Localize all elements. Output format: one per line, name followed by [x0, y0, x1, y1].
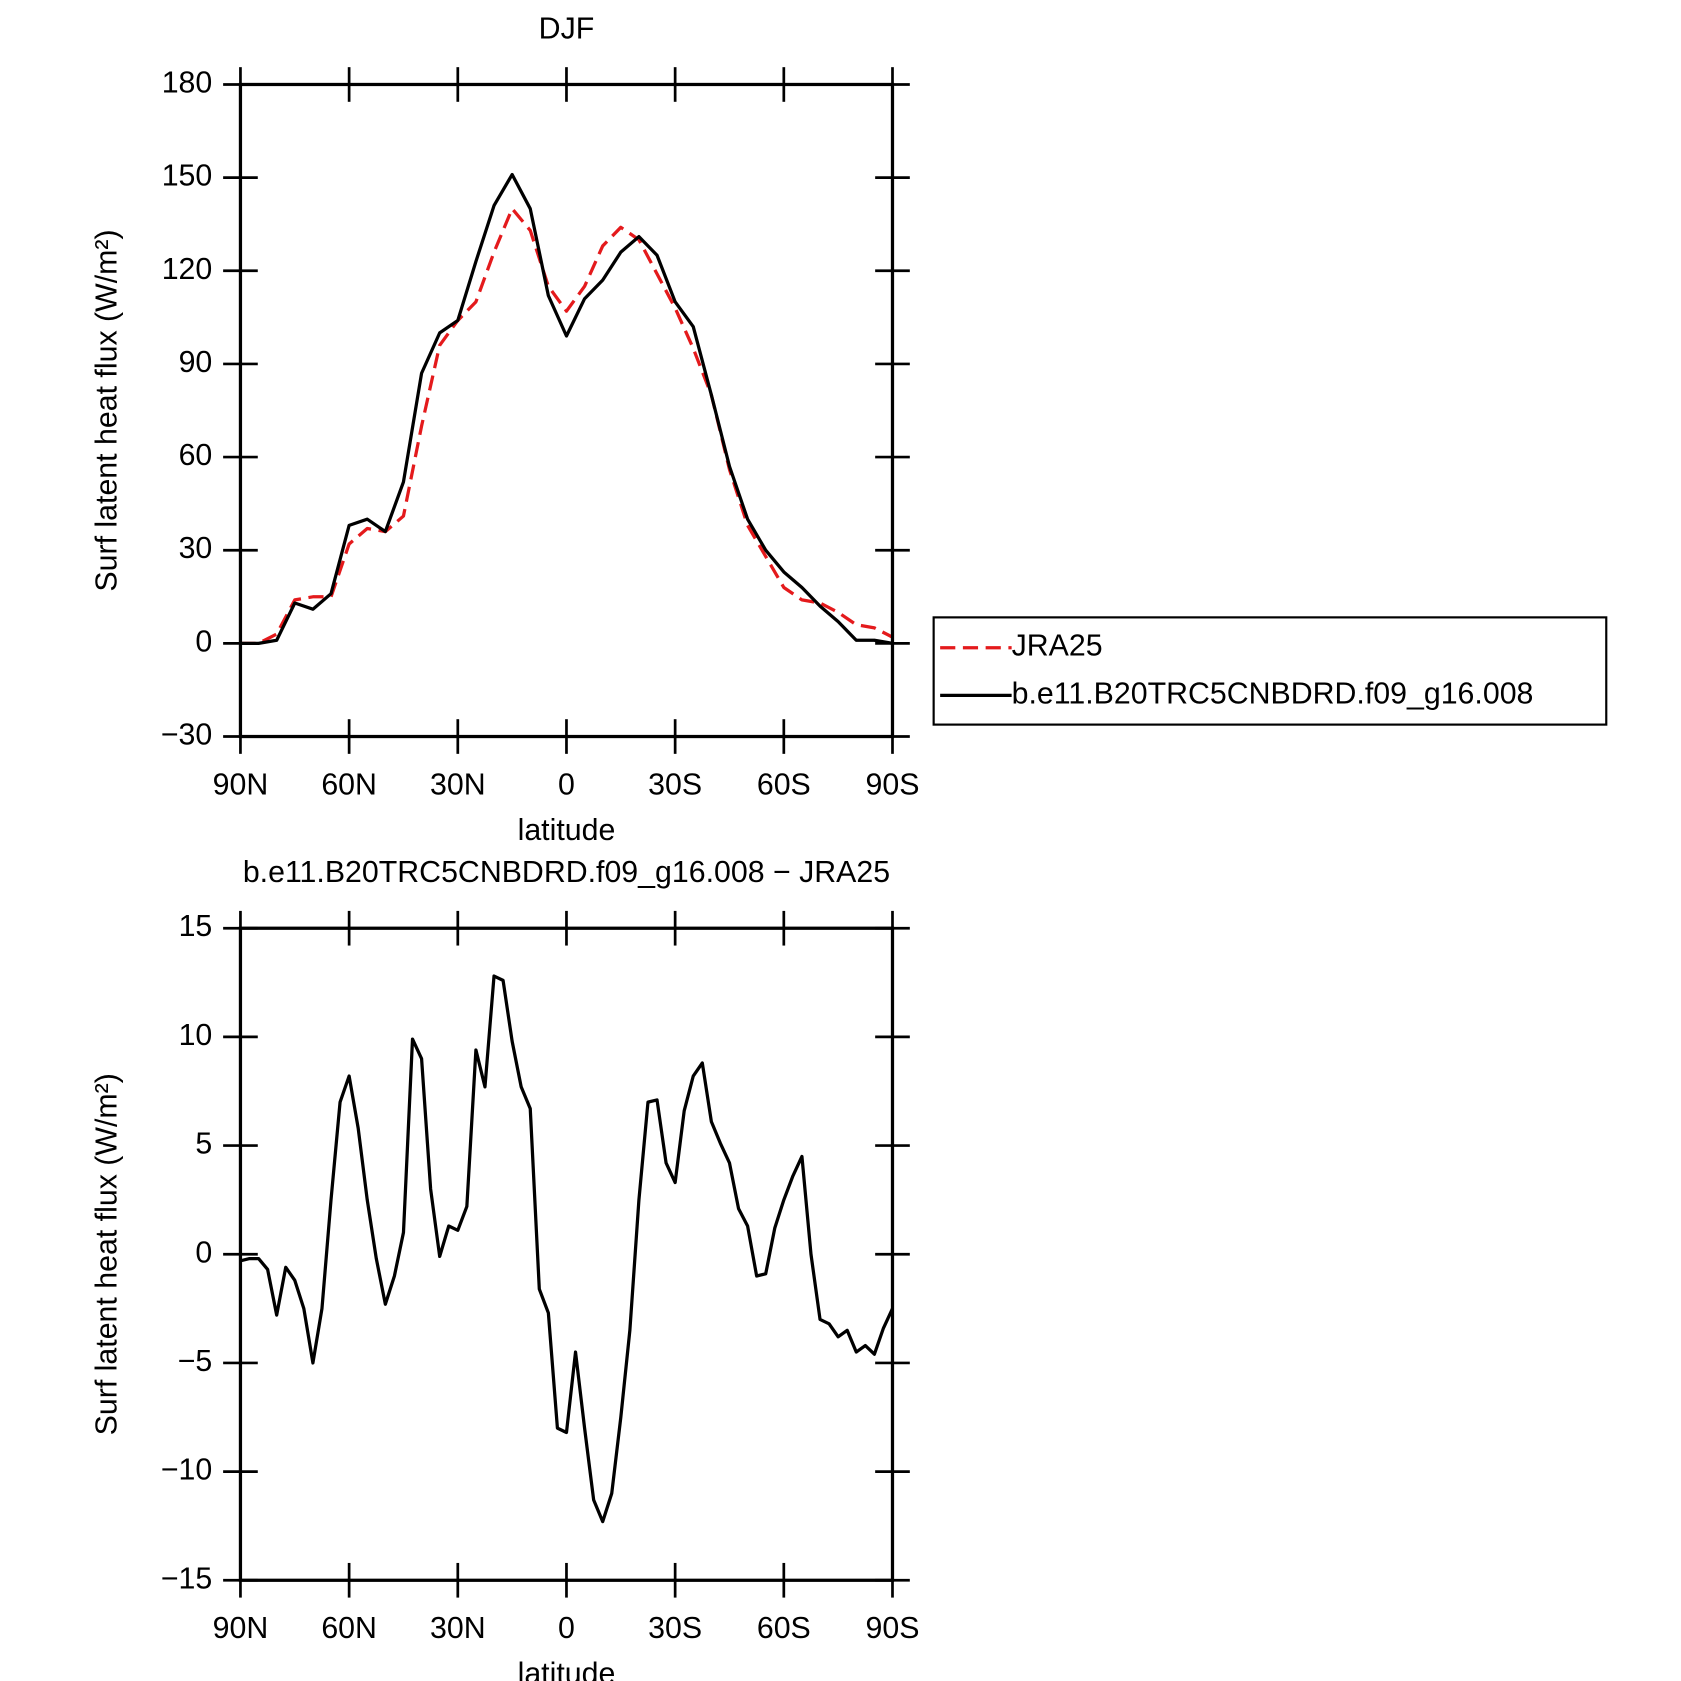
y-tick-label: 5: [195, 1128, 212, 1161]
x-tick-label: 90N: [213, 1612, 269, 1645]
plot-frame: [238, 82, 895, 739]
y-tick-label: 120: [162, 253, 213, 286]
legend-box: [932, 616, 1608, 726]
y-tick-label: −5: [178, 1345, 213, 1378]
x-tick-label: 60S: [757, 768, 811, 801]
x-tick-label: 90N: [213, 768, 269, 801]
y-tick-label: 60: [179, 439, 213, 472]
y-tick-label: −10: [161, 1454, 212, 1487]
plot-frame: [238, 926, 895, 1582]
x-tick-label: 60N: [321, 1612, 377, 1645]
y-tick-label: 0: [195, 1236, 212, 1269]
x-tick-label: 30S: [648, 768, 702, 801]
x-tick-label: 90S: [866, 768, 920, 801]
y-tick-label: −15: [161, 1562, 212, 1595]
series-line: [240, 207, 894, 645]
chart-title: DJF: [539, 12, 595, 45]
series-line: [240, 172, 893, 645]
y-tick-label: 90: [179, 346, 213, 379]
x-axis-label: latitude: [518, 1658, 616, 1681]
x-tick-label: 60S: [757, 1612, 811, 1645]
x-tick-label: 0: [558, 768, 575, 801]
y-tick-label: 30: [179, 532, 213, 565]
x-tick-label: 90S: [866, 1612, 920, 1645]
y-tick-label: 10: [179, 1019, 213, 1052]
y-tick-label: −30: [161, 719, 212, 752]
x-tick-label: 30N: [430, 1612, 486, 1645]
y-axis-label: Surf latent heat flux (W/m²): [90, 229, 123, 591]
x-axis-label: latitude: [518, 814, 616, 847]
x-tick-label: 0: [558, 1612, 575, 1645]
y-axis-label: Surf latent heat flux (W/m²): [90, 1073, 123, 1435]
y-tick-label: 15: [179, 910, 213, 943]
legend-label: b.e11.B20TRC5CNBDRD.f09_g16.008: [1012, 677, 1534, 710]
x-tick-label: 30N: [430, 768, 486, 801]
legend-label: JRA25: [1012, 630, 1103, 663]
chart-title: b.e11.B20TRC5CNBDRD.f09_g16.008 − JRA25: [243, 856, 890, 889]
x-tick-label: 30S: [648, 1612, 702, 1645]
y-tick-label: 0: [195, 625, 212, 658]
x-tick-label: 60N: [321, 768, 377, 801]
y-tick-label: 180: [162, 66, 213, 99]
y-tick-label: 150: [162, 160, 213, 193]
series-line: [240, 974, 894, 1524]
